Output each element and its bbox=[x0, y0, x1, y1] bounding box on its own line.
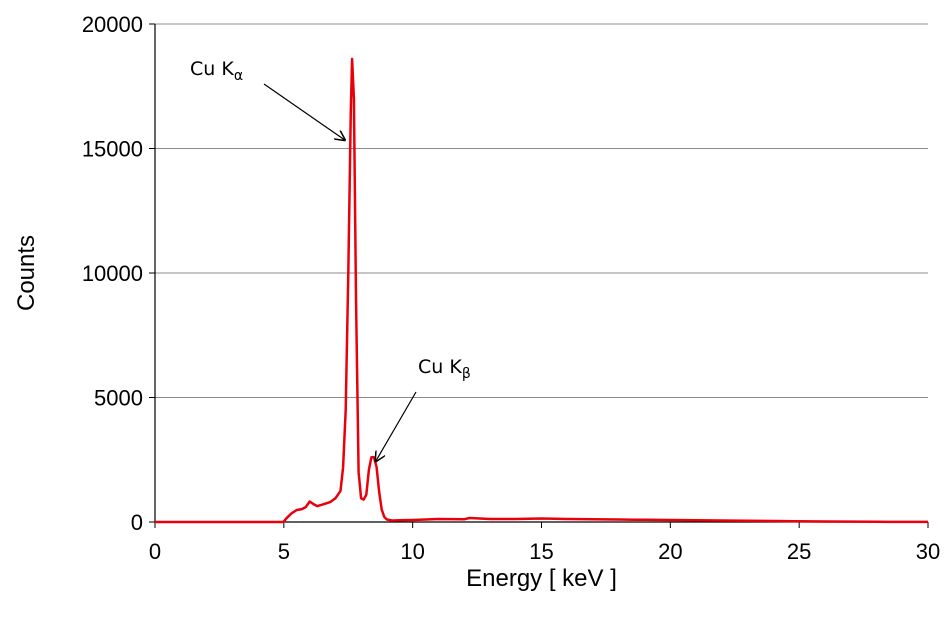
y-tick-label-4: 20000 bbox=[82, 12, 143, 37]
x-tick-label-2: 10 bbox=[400, 539, 424, 564]
x-axis-ticks: 0 5 10 15 20 25 30 bbox=[149, 522, 940, 564]
y-tick-label-3: 15000 bbox=[82, 137, 143, 162]
annotation-cu-k-beta-arrow bbox=[376, 391, 417, 461]
annotation-cu-k-alpha-arrow bbox=[263, 83, 345, 140]
x-tick-label-4: 20 bbox=[658, 539, 682, 564]
series-line-0 bbox=[155, 57, 929, 524]
x-tick-label-1: 5 bbox=[278, 539, 290, 564]
x-axis-title: Energy [ keV ] bbox=[466, 565, 617, 592]
annotations: Cu Kα Cu Kβ bbox=[190, 58, 471, 461]
x-tick-label-3: 15 bbox=[529, 539, 553, 564]
x-tick-label-5: 25 bbox=[787, 539, 811, 564]
annotation-cu-k-beta-label: Cu Kβ bbox=[418, 356, 471, 382]
gridlines bbox=[155, 23, 928, 398]
y-tick-label-1: 5000 bbox=[94, 386, 143, 411]
y-axis-title: Counts bbox=[13, 235, 40, 311]
x-tick-label-6: 30 bbox=[916, 539, 940, 564]
annotation-cu-k-alpha-label: Cu Kα bbox=[190, 58, 243, 84]
y-tick-label-0: 0 bbox=[131, 510, 143, 535]
x-tick-label-0: 0 bbox=[149, 539, 161, 564]
series-layer bbox=[155, 57, 929, 524]
y-axis-ticks: 0 5000 10000 15000 20000 bbox=[82, 12, 155, 535]
y-tick-label-2: 10000 bbox=[82, 261, 143, 286]
